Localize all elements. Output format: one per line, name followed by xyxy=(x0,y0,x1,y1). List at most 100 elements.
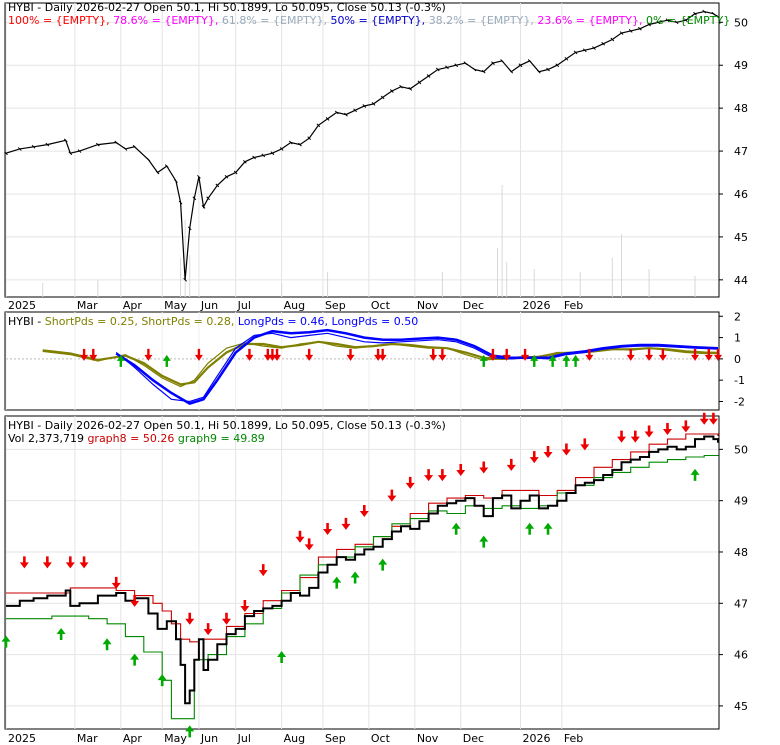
price-bar xyxy=(472,67,477,72)
panel2-title-part: ShortPds = 0.25, xyxy=(45,315,142,328)
buy-arrow xyxy=(451,522,461,535)
price-bar xyxy=(243,159,247,164)
sell-arrow xyxy=(502,348,511,361)
price-bar xyxy=(435,67,440,72)
sell-arrow xyxy=(305,348,314,361)
y-tick-label: 46 xyxy=(734,188,748,201)
panel2-title-part: LongPds = 0.50 xyxy=(332,315,419,328)
price-fibonacci-panel: HYBI - Daily 2026-02-27 Open 50.1, Hi 50… xyxy=(4,1,748,312)
sell-arrow xyxy=(42,556,52,569)
price-bar xyxy=(454,63,459,68)
x-tick-label: Jun xyxy=(200,299,218,312)
y-tick-label: 50 xyxy=(734,16,748,29)
volume-bar xyxy=(42,283,44,297)
y-tick-label: 48 xyxy=(734,102,748,115)
y-tick-label: 47 xyxy=(734,145,748,158)
price-bar xyxy=(155,170,160,175)
price-bar xyxy=(192,196,197,201)
price-bar xyxy=(582,48,587,53)
volume-bar xyxy=(189,255,191,297)
price-bar xyxy=(380,95,385,100)
sell-arrow xyxy=(89,348,98,361)
sell-arrow xyxy=(626,348,635,361)
sell-arrow xyxy=(258,564,268,577)
x-tick-label: Jul xyxy=(237,732,251,745)
fib-level-label: 61.8% = {EMPTY}, xyxy=(222,14,327,27)
price-bar xyxy=(592,46,596,50)
y-tick-label: 1 xyxy=(734,332,741,345)
sell-arrow xyxy=(273,348,282,361)
sell-arrow xyxy=(405,476,415,489)
buy-arrow xyxy=(116,354,125,367)
price-bar xyxy=(63,138,68,143)
sell-arrow xyxy=(387,489,397,502)
sell-arrow xyxy=(644,425,654,438)
price-bar xyxy=(270,151,275,156)
sell-arrow xyxy=(561,443,571,456)
x-tick-label: Oct xyxy=(371,732,391,745)
price-bar xyxy=(426,74,431,78)
price-bar xyxy=(500,59,504,63)
buy-arrow xyxy=(350,571,360,584)
price-bar xyxy=(164,164,169,168)
y-tick-label: 0 xyxy=(734,353,741,366)
legend-graph8: graph8 = 50.26 xyxy=(87,432,174,445)
price-bar xyxy=(702,9,707,14)
y-tick-label: 49 xyxy=(734,59,748,72)
price-bar xyxy=(716,14,720,19)
price-bar xyxy=(233,170,238,175)
price-bar xyxy=(252,155,256,160)
panel2-frame xyxy=(4,311,720,411)
sell-arrow xyxy=(543,446,553,459)
price-bar xyxy=(197,174,201,179)
price-bar xyxy=(518,63,523,68)
price-line xyxy=(5,10,719,280)
price-bar xyxy=(114,140,119,145)
price-bar xyxy=(178,200,183,205)
x-tick-label: Feb xyxy=(564,299,583,312)
price-bar xyxy=(146,157,151,162)
x-tick-label: Mar xyxy=(77,732,98,745)
sell-arrow xyxy=(80,348,89,361)
buy-arrow xyxy=(530,354,539,367)
sell-arrow xyxy=(263,348,272,361)
price-bar xyxy=(674,20,679,25)
sell-arrow xyxy=(521,348,530,361)
y-tick-label: 45 xyxy=(734,700,748,713)
x-tick-label: Apr xyxy=(123,732,143,745)
price-bar xyxy=(334,110,339,115)
price-bar xyxy=(123,147,128,151)
price-bar xyxy=(647,22,651,27)
volume-bar xyxy=(648,269,650,297)
price-bar xyxy=(132,144,137,149)
x-tick-label: 2025 xyxy=(8,732,36,745)
sell-arrow xyxy=(479,461,489,474)
panel2-title: HYBI - ShortPds = 0.25, ShortPds = 0.28,… xyxy=(8,315,418,328)
y-tick-label: 46 xyxy=(734,649,748,662)
buy-arrow xyxy=(690,468,700,481)
x-tick-label: Jun xyxy=(200,732,218,745)
sell-arrow xyxy=(221,612,231,625)
sell-arrow xyxy=(658,348,667,361)
price-bar xyxy=(344,112,348,117)
sell-arrow xyxy=(580,438,590,451)
price-bar xyxy=(619,31,624,35)
sell-arrow xyxy=(681,420,691,433)
panel1-frame xyxy=(4,2,720,298)
price-bar xyxy=(628,29,633,33)
price-bar xyxy=(711,11,716,16)
sell-arrow xyxy=(704,348,713,361)
fib-level-label: 100% = {EMPTY}, xyxy=(8,14,110,27)
price-bar xyxy=(417,80,422,85)
sell-arrow xyxy=(194,348,203,361)
volume-bar xyxy=(506,262,508,297)
y-tick-label: 45 xyxy=(734,231,748,244)
buy-arrow xyxy=(185,725,195,738)
sell-arrow xyxy=(708,412,718,425)
price-bar xyxy=(4,151,8,156)
price-bar xyxy=(261,153,266,158)
price-bar xyxy=(325,117,330,121)
close-line xyxy=(6,435,719,705)
panel3-legend: Vol 2,373,719 graph8 = 50.26 graph9 = 49… xyxy=(8,432,265,445)
price-bar xyxy=(224,174,229,179)
